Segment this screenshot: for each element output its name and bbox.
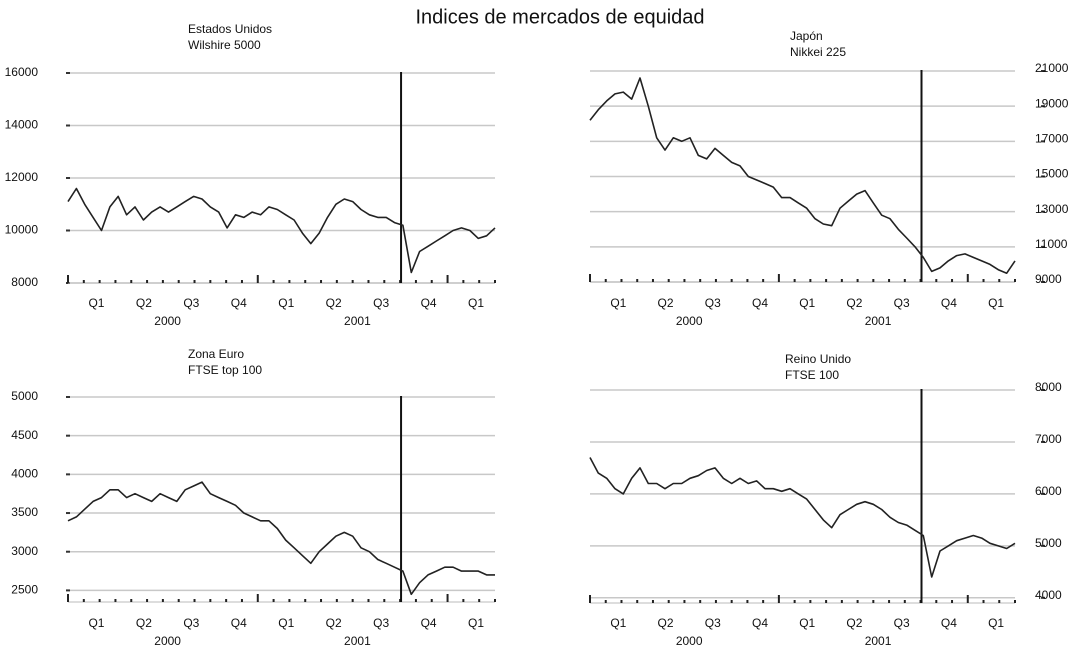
chart-title: Indices de mercados de equidad — [415, 6, 704, 28]
panel-subtitle: Nikkei 225 — [790, 45, 846, 59]
y-tick-label: 4000 — [1035, 588, 1062, 602]
x-tick-label: Q2 — [136, 616, 152, 630]
panel-subtitle: FTSE 100 — [785, 368, 839, 382]
x-tick-label: Q2 — [326, 616, 342, 630]
x-tick-label: Q4 — [231, 616, 247, 630]
x-tick-label: Q2 — [326, 296, 342, 310]
x-tick-label: Q2 — [658, 296, 674, 310]
panel-subtitle: Zona Euro — [188, 347, 244, 361]
x-tick-label: Q1 — [988, 296, 1004, 310]
x-tick-label: Q1 — [610, 296, 626, 310]
x-tick-label: Q4 — [941, 616, 957, 630]
x-tick-label: Q2 — [846, 616, 862, 630]
x-tick-label: Q1 — [988, 616, 1004, 630]
y-tick-label: 11000 — [1035, 237, 1068, 251]
y-tick-label: 16000 — [5, 65, 39, 79]
y-tick-label: 19000 — [1035, 96, 1069, 110]
y-tick-label: 8000 — [1035, 380, 1062, 394]
panel-subtitle: Wilshire 5000 — [188, 38, 261, 52]
y-tick-label: 4000 — [11, 467, 38, 481]
x-tick-label: Q2 — [136, 296, 152, 310]
x-tick-label: Q3 — [373, 616, 389, 630]
y-tick-label: 2500 — [11, 583, 38, 597]
x-tick-label: Q1 — [799, 616, 815, 630]
y-tick-label: 13000 — [1035, 202, 1069, 216]
x-tick-label: Q4 — [752, 296, 768, 310]
y-tick-label: 10000 — [5, 223, 39, 237]
x-tick-label: Q1 — [88, 616, 104, 630]
year-label: 2000 — [154, 634, 181, 648]
x-tick-label: Q3 — [373, 296, 389, 310]
x-tick-label: Q3 — [183, 616, 199, 630]
year-label: 2000 — [676, 314, 703, 328]
year-label: 2000 — [154, 314, 181, 328]
x-tick-label: Q3 — [705, 616, 721, 630]
x-tick-label: Q1 — [278, 296, 294, 310]
x-tick-label: Q4 — [421, 296, 437, 310]
year-label: 2000 — [676, 634, 703, 648]
panel-subtitle: FTSE top 100 — [188, 363, 262, 377]
x-tick-label: Q4 — [941, 296, 957, 310]
x-tick-label: Q1 — [278, 616, 294, 630]
y-tick-label: 7000 — [1035, 432, 1062, 446]
y-tick-label: 17000 — [1035, 132, 1069, 146]
line-series — [67, 187, 496, 274]
y-tick-label: 8000 — [11, 275, 38, 289]
x-tick-label: Q3 — [894, 296, 910, 310]
x-tick-label: Q4 — [752, 616, 768, 630]
y-tick-label: 6000 — [1035, 484, 1062, 498]
y-tick-label: 21000 — [1035, 61, 1069, 75]
y-tick-label: 9000 — [1035, 272, 1062, 286]
x-tick-label: Q1 — [610, 616, 626, 630]
year-label: 2001 — [865, 314, 892, 328]
y-tick-label: 5000 — [1035, 536, 1062, 550]
panel-subtitle: Estados Unidos — [188, 22, 272, 36]
y-tick-label: 5000 — [11, 389, 38, 403]
panel-subtitle: Reino Unido — [785, 352, 851, 366]
x-tick-label: Q3 — [894, 616, 910, 630]
x-tick-label: Q1 — [88, 296, 104, 310]
y-tick-label: 15000 — [1035, 167, 1069, 181]
year-label: 2001 — [344, 634, 371, 648]
year-label: 2001 — [865, 634, 892, 648]
line-series — [67, 481, 495, 596]
x-tick-label: Q2 — [846, 296, 862, 310]
x-tick-label: Q2 — [658, 616, 674, 630]
y-tick-label: 3000 — [11, 544, 38, 558]
x-tick-label: Q3 — [183, 296, 199, 310]
panel-subtitle: Japón — [790, 29, 823, 43]
y-tick-label: 12000 — [5, 170, 39, 184]
line-series — [589, 457, 1016, 578]
x-tick-label: Q4 — [231, 296, 247, 310]
year-label: 2001 — [344, 314, 371, 328]
x-tick-label: Q3 — [705, 296, 721, 310]
y-tick-label: 3500 — [11, 505, 38, 519]
y-tick-label: 14000 — [5, 118, 39, 132]
x-tick-label: Q1 — [799, 296, 815, 310]
x-tick-label: Q1 — [468, 296, 484, 310]
x-tick-label: Q1 — [468, 616, 484, 630]
y-tick-label: 4500 — [11, 428, 38, 442]
line-series — [589, 77, 1016, 274]
x-tick-label: Q4 — [421, 616, 437, 630]
